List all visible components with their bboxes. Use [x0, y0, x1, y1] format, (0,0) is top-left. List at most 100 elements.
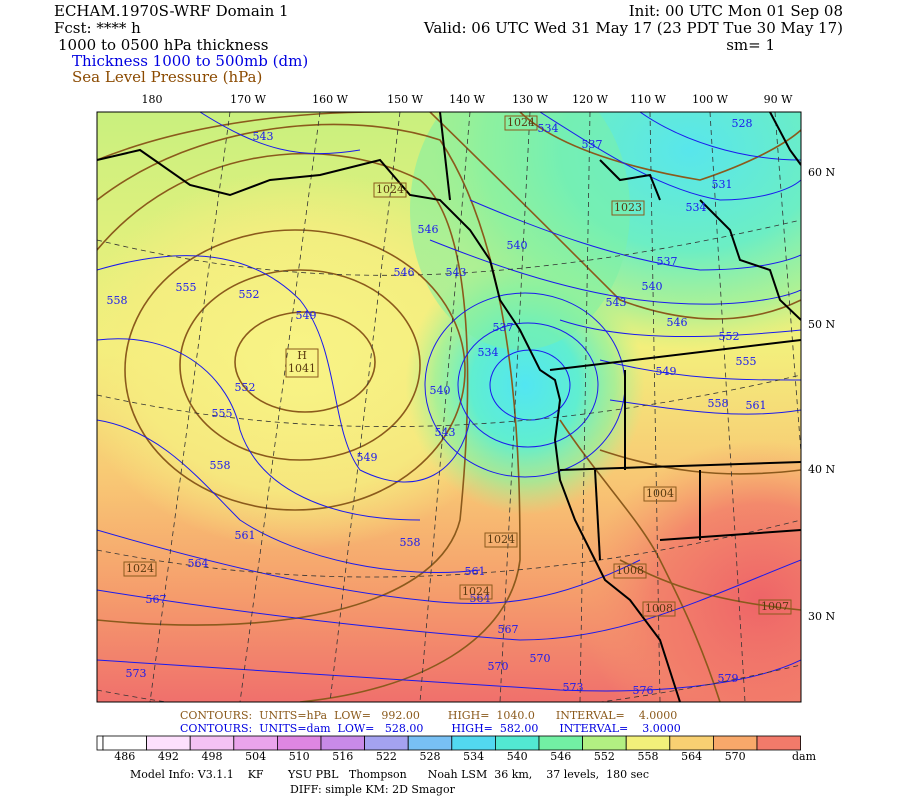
colorbar-label: 510: [289, 750, 310, 763]
pressure-label: 1024: [376, 183, 404, 196]
pressure-label-box: [373, 182, 407, 198]
thickness-label: 561: [235, 529, 256, 542]
thickness-label: 546: [667, 316, 688, 329]
longitude-label: 160 W: [312, 93, 348, 106]
thickness-label: 555: [176, 281, 197, 294]
valid-time: Valid: 06 UTC Wed 31 May 17 (23 PDT Tue …: [423, 19, 843, 37]
longitude-label: 110 W: [630, 93, 666, 106]
colorbar-box: [538, 735, 583, 751]
colorbar-box: [189, 735, 235, 751]
green-region: [410, 112, 630, 350]
pressure-label: 1024: [462, 585, 490, 598]
latitude-label: 40 N: [808, 463, 835, 476]
colorbar-edge: [96, 735, 104, 751]
thickness-label: 558: [210, 459, 231, 472]
thickness-label: 534: [538, 122, 559, 135]
colorbar-box: [364, 735, 409, 751]
longitude-label: 120 W: [572, 93, 608, 106]
colorbar-label: 564: [681, 750, 702, 763]
latitude-label: 60 N: [808, 166, 835, 179]
warm-region: [580, 440, 801, 702]
init-time: Init: 00 UTC Mon 01 Sep 08: [629, 2, 843, 20]
thickness-label: 570: [488, 660, 509, 673]
thickness-label: 543: [606, 296, 627, 309]
thickness-label: 567: [498, 623, 519, 636]
thickness-label: 576: [633, 684, 654, 697]
longitude-label: 140 W: [449, 93, 485, 106]
thickness-contour-info: CONTOURS: UNITS=dam LOW= 528.00 HIGH= 58…: [180, 722, 681, 735]
pressure-contour-info: CONTOURS: UNITS=hPa LOW= 992.00 HIGH= 10…: [180, 709, 677, 722]
pressure-label-box: [758, 599, 792, 615]
pressure-label-box: [613, 563, 647, 579]
thickness-label: 558: [708, 397, 729, 410]
thickness-label: 570: [530, 652, 551, 665]
colorbar-label: 540: [507, 750, 528, 763]
pressure-label: 1004: [646, 487, 674, 500]
colorbar-box: [146, 735, 191, 751]
thickness-label: 561: [746, 399, 767, 412]
longitude-label: 170 W: [230, 93, 266, 106]
thickness-label: 558: [400, 536, 421, 549]
field-name: 1000 to 0500 hPa thickness: [58, 36, 268, 54]
thickness-label: 528: [732, 117, 753, 130]
colorbar-box: [669, 735, 714, 751]
thickness-label: 579: [718, 672, 739, 685]
longitude-label: 90 W: [764, 93, 793, 106]
title: ECHAM.1970S-WRF Domain 1: [54, 2, 289, 20]
pressure-label: 1024: [487, 533, 515, 546]
longitude-label: 100 W: [692, 93, 728, 106]
thickness-label: 552: [239, 288, 260, 301]
thickness-label: 564: [188, 557, 209, 570]
pressure-label-box: [123, 561, 157, 577]
colorbar-label: 546: [550, 750, 571, 763]
colorbar-label: 552: [594, 750, 615, 763]
pressure-label: 1024: [126, 562, 154, 575]
thickness-label: 543: [435, 426, 456, 439]
colorbar-label: 504: [245, 750, 266, 763]
thickness-label: 540: [642, 280, 663, 293]
pressure-label-box: [611, 200, 645, 216]
thickness-label: 549: [656, 365, 677, 378]
legend-thickness: Thickness 1000 to 500mb (dm): [72, 52, 308, 70]
thickness-label: 558: [107, 294, 128, 307]
pressure-label: 1008: [616, 564, 644, 577]
pressure-label: 1008: [645, 602, 673, 615]
thickness-label: 549: [296, 309, 317, 322]
thickness-label: 555: [212, 407, 233, 420]
thickness-label: 540: [430, 384, 451, 397]
thickness-label: 543: [446, 266, 467, 279]
pressure-contours: [97, 112, 801, 702]
thickness-label: 567: [146, 593, 167, 606]
graticule: [97, 112, 801, 702]
high-symbol: H: [297, 349, 307, 362]
pressure-label-box: [459, 584, 493, 600]
legend-pressure: Sea Level Pressure (hPa): [72, 68, 262, 86]
thickness-contours: [97, 112, 801, 692]
colorbar-box: [625, 735, 671, 751]
colorbar-box: [756, 735, 801, 751]
colorbar-label: 528: [420, 750, 441, 763]
thickness-label: 537: [657, 255, 678, 268]
pressure-label: 1023: [614, 201, 642, 214]
longitude-label: 150 W: [387, 93, 423, 106]
coastlines: [97, 112, 801, 702]
colorbar-label: 486: [114, 750, 135, 763]
pressure-label-box: [642, 601, 676, 617]
thickness-label: 552: [235, 381, 256, 394]
colorbar-label: 570: [725, 750, 746, 763]
thickness-label: 555: [736, 355, 757, 368]
thickness-label: 573: [563, 681, 584, 694]
longitude-label: 130 W: [512, 93, 548, 106]
thickness-label: 534: [686, 201, 707, 214]
thickness-label: 546: [394, 266, 415, 279]
forecast: Fcst: **** h: [54, 19, 141, 37]
colorbar-box: [451, 735, 496, 751]
colorbar-label: 498: [202, 750, 223, 763]
pressure-label-box: [504, 115, 538, 131]
thickness-label: 531: [712, 178, 733, 191]
pressure-label: 1024: [507, 116, 535, 129]
colorbar-box: [320, 735, 365, 751]
high-value: 1041: [288, 362, 316, 375]
